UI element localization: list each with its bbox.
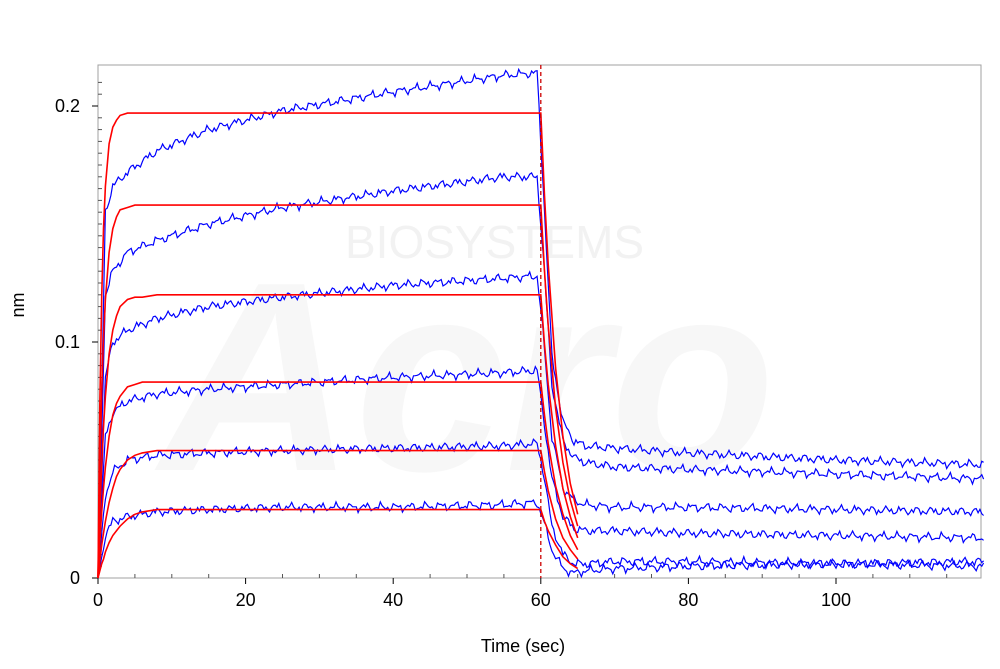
x-tick-label: 60: [531, 590, 551, 610]
y-tick-label: 0.1: [55, 332, 80, 352]
x-tick-label: 80: [678, 590, 698, 610]
axes: 0 20 40 60 80 100 0 0.1 0.2: [55, 81, 948, 610]
x-axis-label: Time (sec): [481, 636, 565, 656]
x-tick-label: 0: [93, 590, 103, 610]
fit-series-line: [97, 449, 579, 579]
fit-series-line: [97, 381, 579, 579]
x-tick-label: 100: [821, 590, 851, 610]
watermark-logo: Acro: [152, 227, 776, 528]
fit-series-line: [97, 204, 579, 579]
fit-series-line: [97, 508, 579, 579]
fit-series-line: [97, 112, 579, 579]
y-tick-label: 0.2: [55, 96, 80, 116]
fit-series-line: [97, 293, 579, 579]
watermark-company: BIOSYSTEMS: [345, 216, 644, 268]
x-tick-label: 20: [236, 590, 256, 610]
x-tick-label: 40: [383, 590, 403, 610]
y-axis-label: nm: [8, 292, 28, 317]
y-tick-label: 0: [70, 568, 80, 588]
watermark: Acro BIOSYSTEMS: [152, 216, 776, 528]
plot-frame: [97, 64, 982, 579]
measured-series-line: [97, 270, 985, 579]
